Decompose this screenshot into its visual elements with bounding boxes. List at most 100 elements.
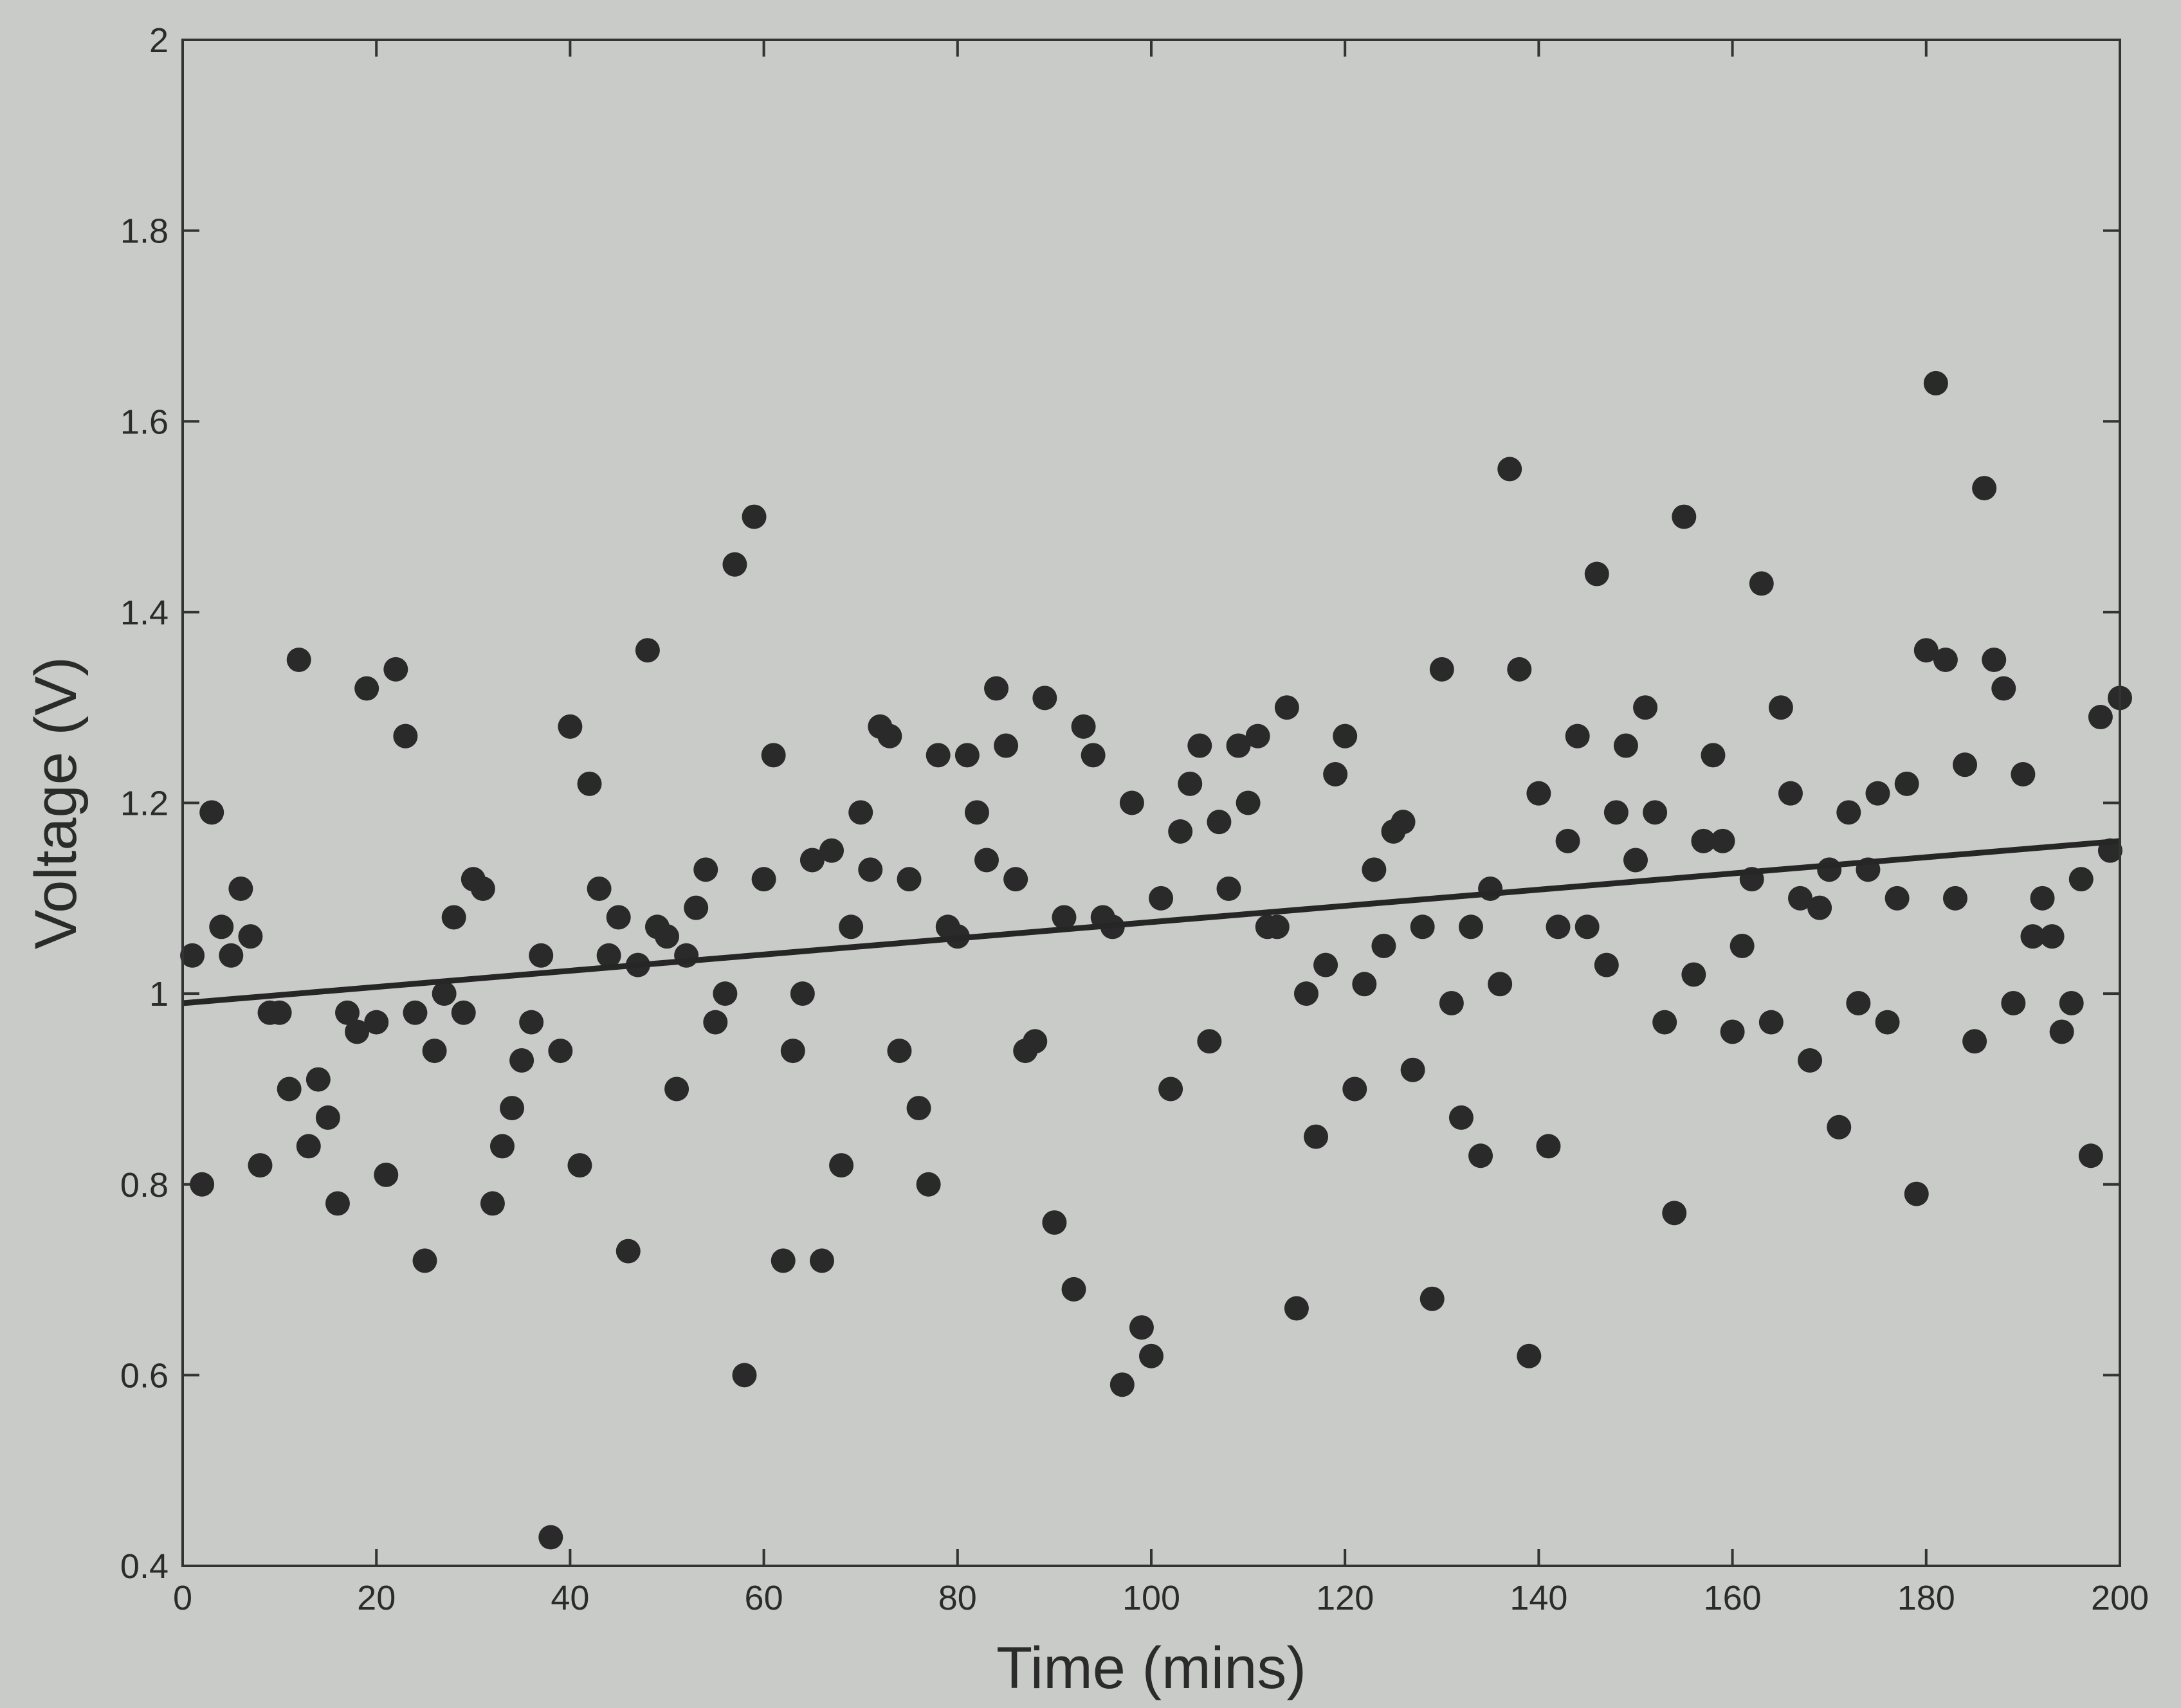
data-point <box>1032 686 1057 711</box>
y-tick-label: 1.4 <box>120 594 169 632</box>
data-point <box>1972 476 1997 501</box>
data-point <box>1807 895 1832 920</box>
data-point <box>1788 886 1813 911</box>
data-point <box>2001 990 2026 1015</box>
data-point <box>1023 1029 1048 1054</box>
data-point <box>1071 714 1096 739</box>
data-point <box>1623 848 1648 873</box>
x-tick-label: 0 <box>173 1579 192 1617</box>
data-point <box>1003 867 1028 892</box>
x-tick-label: 140 <box>1510 1579 1567 1617</box>
data-point <box>1768 695 1793 720</box>
data-point <box>790 981 815 1006</box>
ticks-layer: 0 20 40 60 80 100 120 140 160 180 200 0.4 0.6 0.8 1 1.2… <box>120 21 2149 1617</box>
data-point <box>1913 638 1939 663</box>
data-point <box>1061 1276 1086 1302</box>
data-point <box>432 981 457 1006</box>
data-point <box>2040 924 2065 949</box>
data-point <box>335 1000 360 1025</box>
data-point <box>819 838 844 863</box>
data-point <box>722 552 747 577</box>
data-point <box>713 981 738 1006</box>
data-point <box>926 743 951 768</box>
x-tick-label: 180 <box>1897 1579 1955 1617</box>
data-point <box>1758 1010 1784 1035</box>
data-point <box>1643 800 1668 825</box>
labels-layer: Time (mins) Voltage (V) <box>23 657 1306 1701</box>
data-point <box>1488 972 1513 997</box>
x-tick-label: 20 <box>357 1579 396 1617</box>
data-point <box>916 1172 941 1197</box>
data-point <box>1652 1010 1677 1035</box>
data-point <box>1517 1343 1542 1368</box>
data-point <box>1672 504 1697 529</box>
y-tick-label: 1.8 <box>120 212 169 251</box>
data-point <box>848 800 873 825</box>
data-point <box>1497 457 1522 482</box>
data-point <box>1701 743 1726 768</box>
data-point <box>1052 905 1077 930</box>
data-point <box>1323 762 1348 787</box>
data-point <box>441 905 466 930</box>
data-point <box>1827 1114 1852 1140</box>
data-point <box>1439 990 1464 1015</box>
y-axis-label: Voltage (V) <box>23 657 89 949</box>
data-point <box>1429 657 1454 682</box>
data-point <box>809 1248 834 1273</box>
data-point <box>994 733 1019 758</box>
data-point <box>1798 1048 1823 1073</box>
data-point <box>616 1239 641 1264</box>
data-point <box>248 1153 273 1178</box>
x-tick-label: 160 <box>1704 1579 1762 1617</box>
points-layer <box>180 370 2132 1550</box>
data-point <box>277 1077 302 1102</box>
data-point <box>1507 657 1532 682</box>
data-point <box>1710 828 1735 853</box>
data-point <box>1400 1057 1425 1082</box>
data-point <box>190 1172 215 1197</box>
data-point <box>558 714 583 739</box>
data-point <box>799 848 825 873</box>
data-point <box>1342 1077 1367 1102</box>
data-point <box>1574 914 1600 940</box>
x-tick-label: 200 <box>2091 1579 2149 1617</box>
plot-frame <box>181 39 2121 1567</box>
data-point <box>1923 370 1948 395</box>
data-point <box>1081 743 1106 768</box>
data-point <box>180 943 205 968</box>
data-point <box>509 1048 534 1073</box>
data-point <box>219 943 244 968</box>
x-tick-label: 60 <box>745 1579 783 1617</box>
data-point <box>567 1153 592 1178</box>
data-point <box>703 1010 728 1035</box>
data-point <box>1846 990 1871 1015</box>
data-point <box>403 1000 428 1025</box>
data-point <box>1749 571 1774 596</box>
data-point <box>451 1000 476 1025</box>
data-point <box>1207 810 1232 835</box>
data-point <box>393 723 418 749</box>
data-point <box>1284 1296 1309 1321</box>
data-point <box>742 504 767 529</box>
data-point <box>1681 962 1706 987</box>
data-point <box>315 1105 340 1130</box>
x-tick-label: 80 <box>938 1579 977 1617</box>
data-point <box>655 924 679 949</box>
data-point <box>1982 648 2007 673</box>
fit-line-layer <box>182 838 2121 1006</box>
data-point <box>596 943 621 968</box>
data-point <box>480 1191 505 1216</box>
data-point <box>635 638 660 663</box>
data-point <box>1546 914 1571 940</box>
data-point <box>548 1039 573 1064</box>
data-point <box>1109 1372 1135 1397</box>
data-point <box>519 1010 544 1035</box>
data-point <box>1304 1124 1329 1149</box>
data-point <box>1875 1010 1900 1035</box>
data-point <box>1187 733 1212 758</box>
data-point <box>267 1000 292 1025</box>
data-point <box>1197 1029 1222 1054</box>
data-point <box>771 1248 796 1273</box>
data-point <box>2030 886 2055 911</box>
